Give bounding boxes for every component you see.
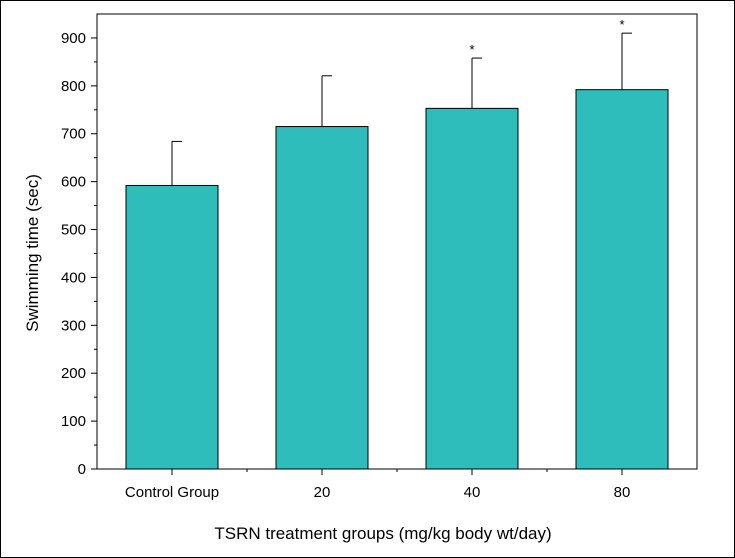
- y-tick-label: 0: [78, 461, 86, 478]
- y-tick-label: 600: [61, 174, 86, 191]
- x-tick-label: 40: [464, 484, 481, 501]
- y-tick-label: 500: [61, 222, 86, 239]
- y-tick-label: 300: [61, 317, 86, 334]
- y-axis-title: Swimming time (sec): [23, 174, 42, 332]
- y-tick-label: 800: [61, 78, 86, 95]
- x-tick-label: Control Group: [125, 484, 219, 501]
- x-tick-label: 20: [314, 484, 331, 501]
- y-tick-label: 900: [61, 30, 86, 47]
- bar-2: [425, 107, 519, 470]
- bar-3: [575, 89, 669, 470]
- y-tick-label: 700: [61, 126, 86, 143]
- y-tick-label: 100: [61, 413, 86, 430]
- y-tick-label: 400: [61, 269, 86, 286]
- significance-marker: *: [619, 17, 624, 32]
- y-tick-label: 200: [61, 365, 86, 382]
- bar-1: [275, 126, 369, 470]
- plot-area: 0 100 200 300 400 500 600 700 800 900 Control Grou…: [61, 13, 698, 501]
- x-tick-label: 80: [614, 484, 631, 501]
- bar-0: [125, 184, 219, 470]
- significance-marker: *: [469, 42, 474, 57]
- x-axis-title: TSRN treatment groups (mg/kg body wt/day…: [214, 524, 551, 543]
